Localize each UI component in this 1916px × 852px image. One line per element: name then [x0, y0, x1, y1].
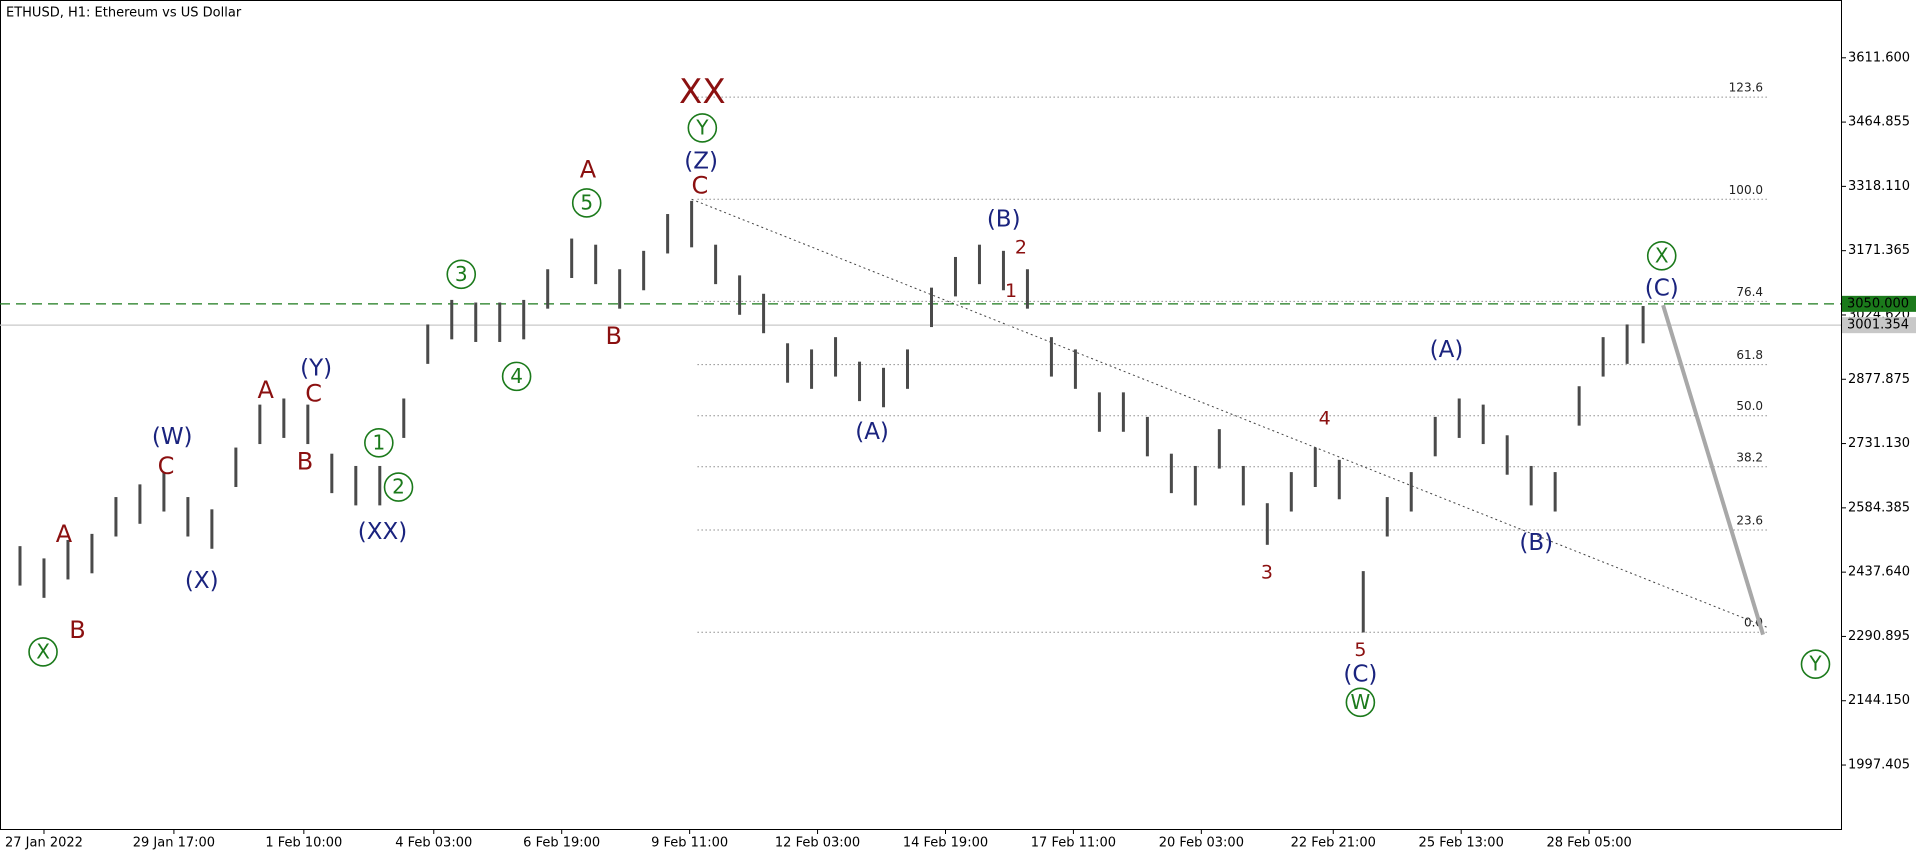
plot-frame: [0, 0, 1842, 830]
wave-label: C: [158, 452, 175, 480]
fib-label: 123.6: [1729, 81, 1763, 95]
x-tick-label: 27 Jan 2022: [5, 836, 83, 851]
y-tick-label: 2290.895: [1848, 629, 1910, 644]
wave-circle: [1646, 241, 1677, 271]
wave-circle: [1800, 649, 1831, 680]
price-box: [1842, 317, 1916, 334]
y-tick-label: 2731.130: [1848, 436, 1910, 451]
wave-label: (X): [185, 568, 219, 594]
wave-circle: [501, 361, 532, 392]
wave-label: Y: [1808, 652, 1822, 676]
wave-label: 4: [510, 364, 523, 388]
x-tick-label: 22 Feb 21:00: [1291, 836, 1376, 851]
wave-label: (A): [855, 419, 889, 445]
wave-label: X: [36, 639, 50, 663]
forecast-line: [1661, 304, 1765, 636]
wave-label: A: [56, 520, 73, 548]
price-box: [1842, 295, 1916, 312]
y-tick-label: 3318.110: [1848, 179, 1910, 194]
wave-label: 2: [1015, 237, 1027, 259]
wave-circle: [1345, 687, 1376, 718]
price-label: 3001.354: [1847, 318, 1909, 333]
y-tick-label: 3611.600: [1848, 50, 1910, 65]
wave-label: 2: [392, 475, 405, 499]
wave-circle: [364, 427, 394, 458]
wave-label: A: [257, 376, 274, 404]
x-tick-label: 29 Jan 17:00: [133, 836, 215, 851]
fib-label: 61.8: [1736, 348, 1763, 362]
x-tick-label: 9 Feb 11:00: [651, 836, 728, 851]
y-tick-label: 3171.365: [1848, 243, 1910, 258]
wave-circle: [446, 259, 477, 290]
price-label: 3050.000: [1847, 296, 1909, 311]
wave-label: (C): [1343, 662, 1377, 688]
wave-label: 3: [1261, 561, 1273, 583]
x-tick-label: 20 Feb 03:00: [1159, 836, 1244, 851]
wave-label: B: [69, 616, 85, 644]
wave-label: (A): [1430, 337, 1464, 363]
fib-label: 50.0: [1736, 399, 1763, 413]
y-tick-label: 2144.150: [1848, 693, 1910, 708]
wave-circle: [383, 472, 414, 502]
x-tick-label: 4 Feb 03:00: [395, 836, 472, 851]
wave-label: (Y): [300, 355, 332, 381]
fib-label: 23.6: [1736, 514, 1763, 528]
y-tick-label: 2437.640: [1848, 565, 1910, 580]
wave-label: A: [580, 156, 597, 184]
x-tick-label: 25 Feb 13:00: [1419, 836, 1504, 851]
fib-label: 76.4: [1736, 285, 1763, 299]
wave-label: B: [297, 447, 313, 475]
wave-label: (W): [152, 424, 193, 450]
y-tick-label: 2877.875: [1848, 372, 1910, 387]
x-tick-label: 28 Feb 05:00: [1546, 836, 1631, 851]
wave-circle: [687, 113, 718, 143]
y-tick-label: 1997.405: [1848, 758, 1910, 773]
x-tick-label: 6 Feb 19:00: [523, 836, 600, 851]
x-tick-label: 12 Feb 03:00: [775, 836, 860, 851]
y-tick-label: 2584.385: [1848, 500, 1910, 515]
wave-label: (Z): [684, 149, 718, 175]
wave-label: C: [305, 380, 322, 408]
wave-label: Y: [695, 115, 709, 139]
wave-label: 4: [1319, 408, 1331, 430]
wave-label: 1: [1005, 280, 1017, 302]
wave-label: XX: [679, 72, 726, 112]
wave-label: B: [606, 322, 622, 350]
wave-label: C: [691, 172, 708, 200]
x-tick-label: 14 Feb 19:00: [903, 836, 988, 851]
wave-label: W: [1350, 690, 1370, 714]
wave-label: (C): [1645, 275, 1679, 301]
wave-circle: [28, 637, 58, 667]
fib-label: 100.0: [1729, 183, 1763, 197]
x-tick-label: 17 Feb 11:00: [1031, 836, 1116, 851]
wave-label: 5: [1354, 639, 1366, 661]
y-tick-label: 3464.855: [1848, 115, 1910, 130]
wave-label: (B): [987, 206, 1021, 232]
wave-label: X: [1655, 243, 1669, 267]
chart-title: ETHUSD, H1: Ethereum vs US Dollar: [6, 6, 242, 21]
wave-label: (XX): [358, 519, 407, 545]
wave-label: (B): [1519, 530, 1553, 556]
wave-label: 3: [455, 262, 468, 286]
fib-label: 38.2: [1736, 450, 1763, 464]
wave-label: 5: [580, 190, 593, 214]
x-tick-label: 1 Feb 10:00: [265, 836, 342, 851]
wave-label: 1: [372, 430, 385, 454]
wave-circle: [571, 188, 602, 218]
